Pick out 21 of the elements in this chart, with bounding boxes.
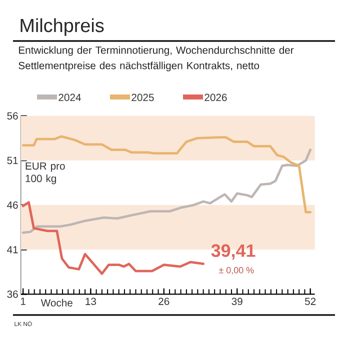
- y-tick-label: 36: [7, 290, 18, 298]
- x-tick-label: 39: [232, 298, 242, 306]
- x-tick-label: 1: [21, 298, 26, 305]
- legend-label: 2024: [58, 94, 81, 102]
- line-series: [22, 148, 312, 234]
- annotation: ± 0,00 %: [219, 267, 254, 274]
- y-tick-label: 41: [7, 246, 18, 254]
- x-axis-title: Woche: [40, 298, 72, 307]
- annotation: 39,41: [211, 244, 256, 260]
- y-tick-label: 56: [7, 112, 18, 120]
- x-tick-label: 13: [86, 298, 96, 306]
- line-series: [22, 201, 205, 275]
- x-tick-label: 26: [158, 298, 170, 306]
- chart-title: Milchpreis: [20, 18, 104, 36]
- legend-label: 2025: [132, 94, 154, 102]
- y-axis-title: EUR pro 100 kg: [26, 162, 65, 184]
- x-tick-label: 52: [304, 298, 316, 306]
- y-tick-label: 51: [7, 156, 18, 164]
- chart-subtitle: Entwicklung der Terminnotierung, Wochendurchschnitte der Settlementpreise des nächstfälligen Kontrakts, netto: [18, 46, 294, 72]
- y-tick-label: 46: [7, 201, 18, 209]
- legend-label: 2026: [204, 94, 227, 102]
